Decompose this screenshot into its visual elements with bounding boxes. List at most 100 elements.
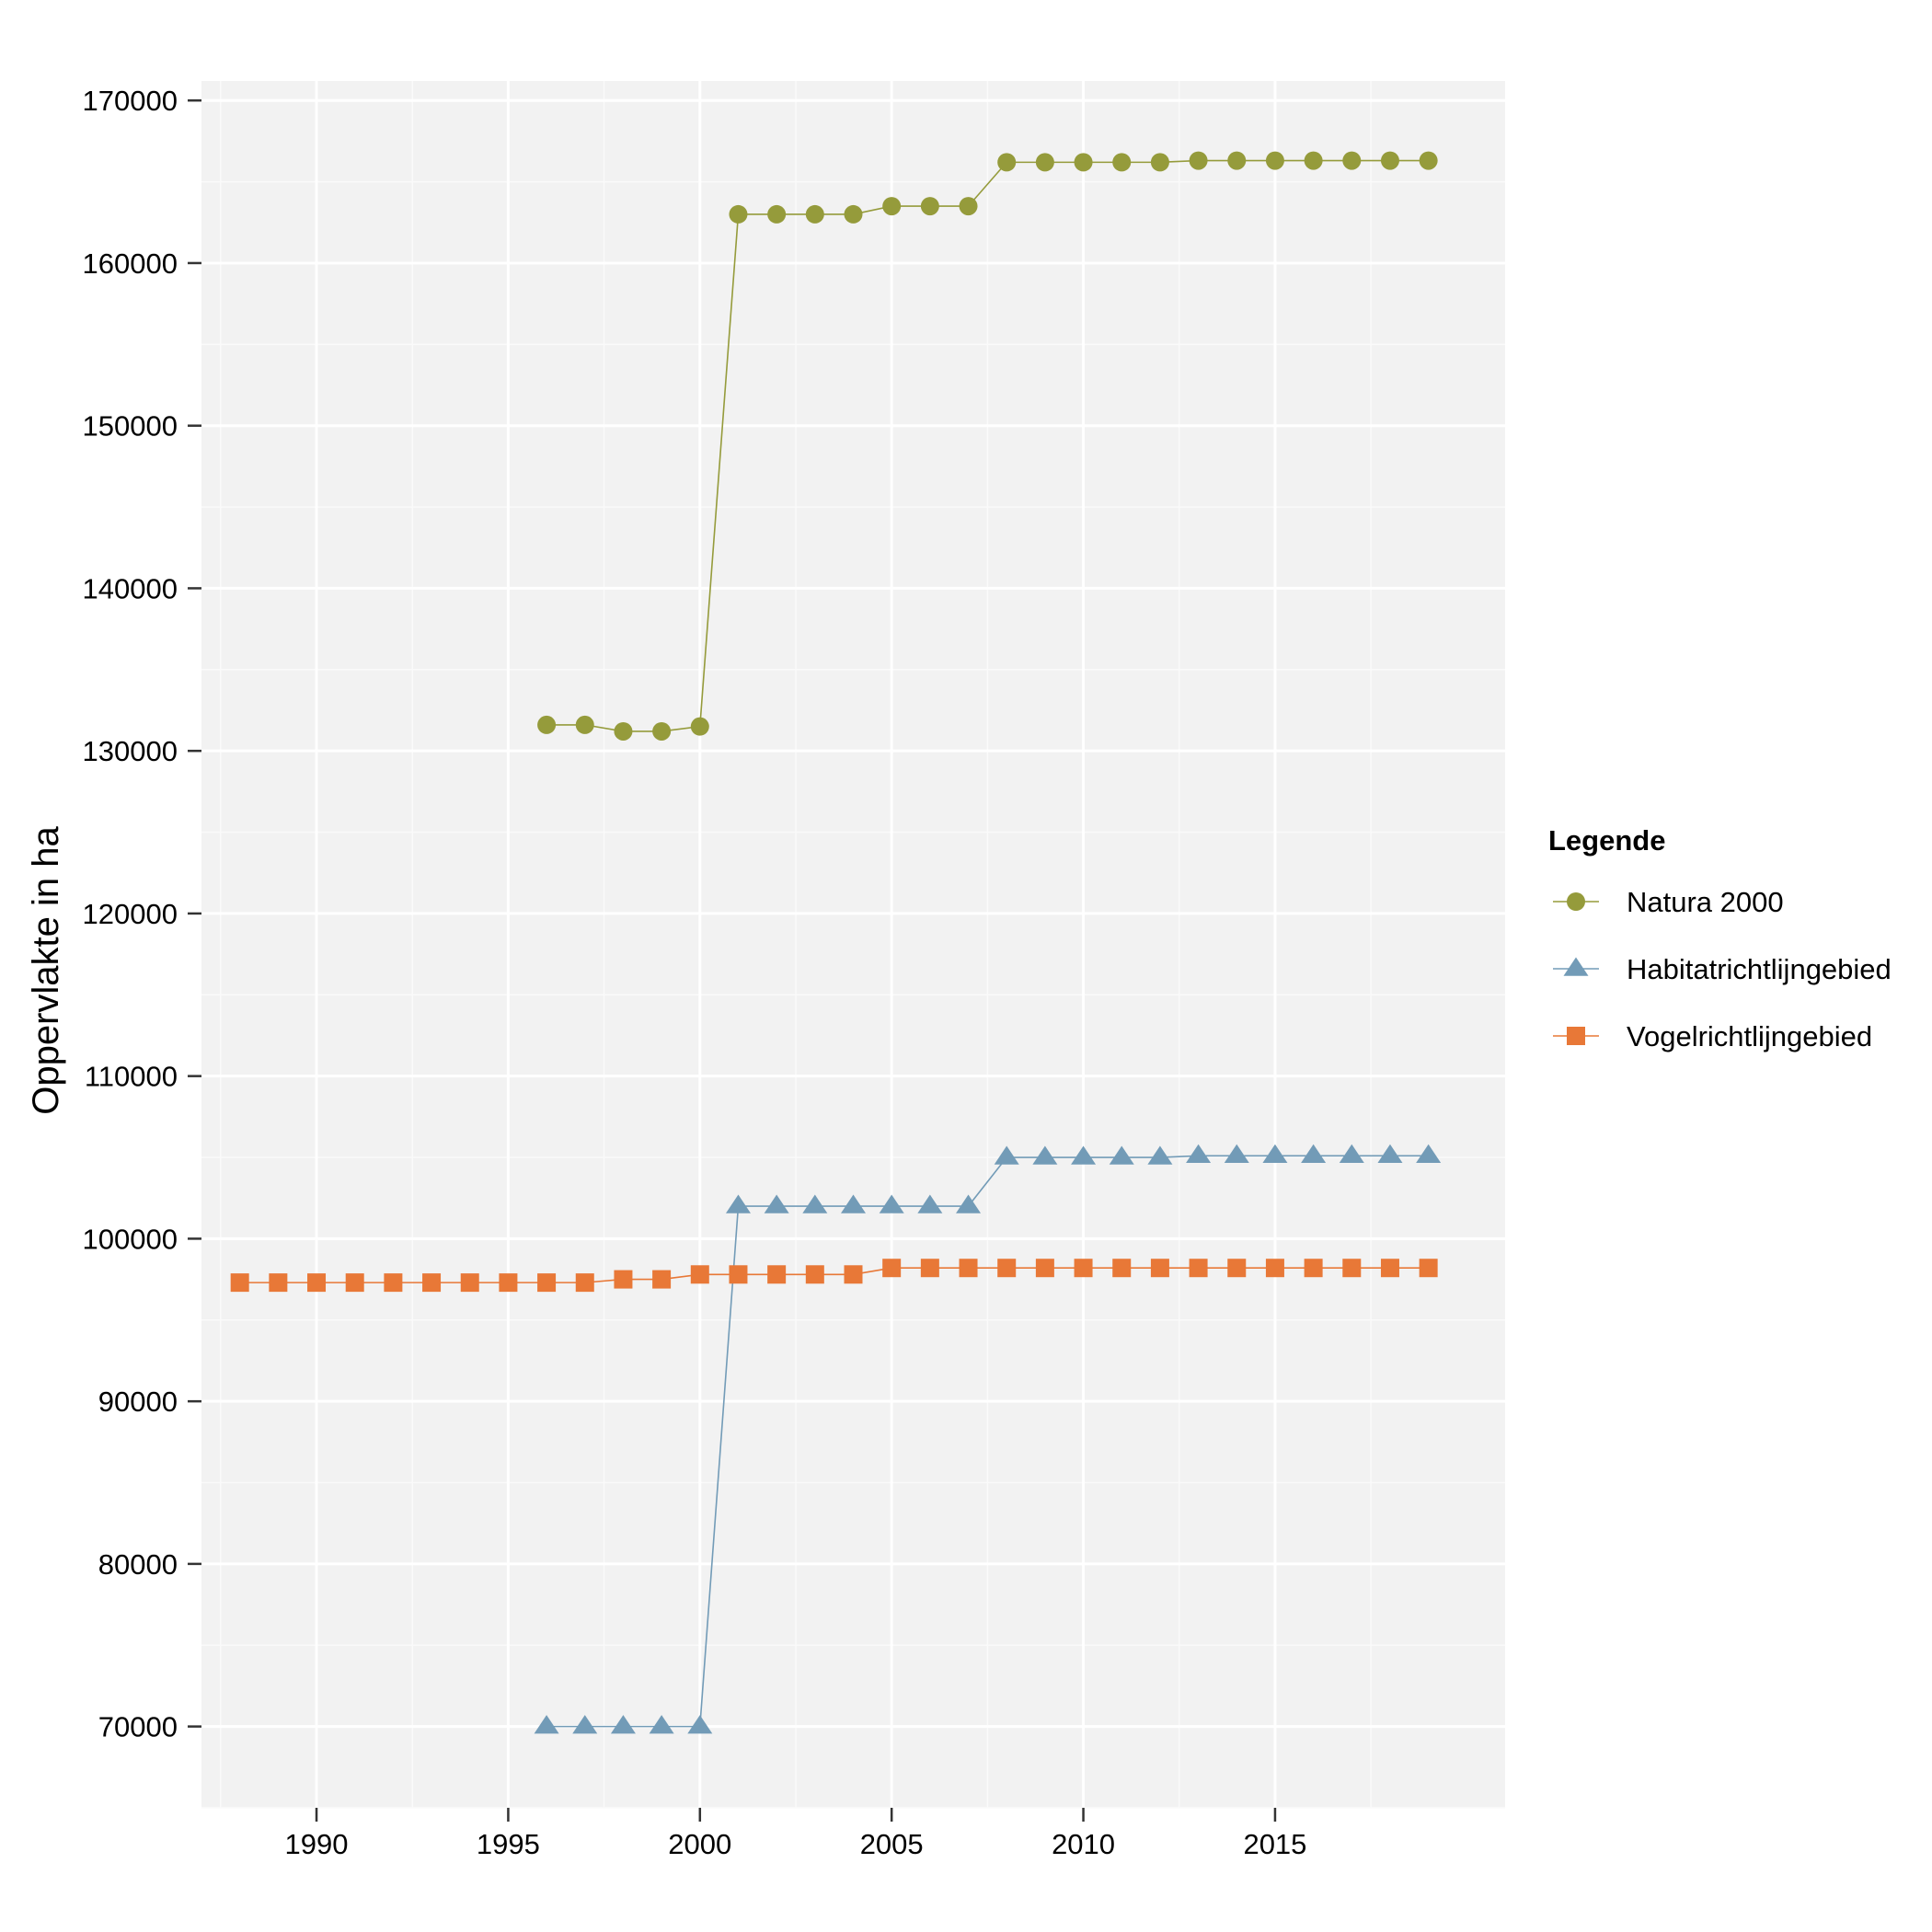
data-point	[1416, 1144, 1442, 1164]
y-tick-label: 140000	[83, 572, 178, 604]
data-point	[1150, 153, 1169, 172]
data-point	[690, 717, 709, 736]
data-point	[767, 204, 787, 224]
data-point	[1071, 1145, 1097, 1165]
legend-key-marker	[1567, 1027, 1585, 1045]
data-point	[572, 1715, 598, 1734]
data-point	[1339, 1144, 1364, 1164]
data-point	[575, 1273, 594, 1293]
y-axis-title: Oppervlakte in ha	[26, 825, 66, 1114]
data-point	[1035, 1259, 1054, 1278]
data-point	[882, 197, 902, 216]
legend-items: Natura 2000 Habitatrichtlijngebied Vogelri…	[1553, 886, 1892, 1052]
data-point	[537, 715, 557, 734]
data-point	[649, 1715, 674, 1734]
data-point	[422, 1273, 442, 1293]
y-tick-label: 110000	[85, 1061, 178, 1093]
data-point	[307, 1273, 327, 1293]
y-tick-label: 80000	[98, 1548, 178, 1581]
x-tick-label: 1990	[285, 1828, 349, 1860]
y-tick-label: 150000	[83, 410, 178, 443]
legend: Legende Natura 2000 Habitatrichtlijngebie…	[1548, 824, 1892, 1052]
x-tick-label: 2005	[860, 1828, 924, 1860]
data-point	[1304, 1259, 1323, 1278]
data-point	[652, 721, 672, 741]
legend-label: Habitatrichtlijngebied	[1627, 953, 1892, 985]
data-point	[610, 1715, 636, 1734]
data-point	[997, 1259, 1017, 1278]
data-point	[537, 1273, 557, 1293]
legend-title: Legende	[1548, 824, 1665, 857]
data-point	[959, 1259, 978, 1278]
data-point	[725, 1194, 751, 1213]
data-point	[1035, 153, 1054, 172]
grid-major	[201, 81, 1505, 1808]
data-point	[920, 197, 939, 216]
data-point	[1112, 1259, 1132, 1278]
data-point	[1377, 1144, 1403, 1164]
data-point	[384, 1273, 403, 1293]
legend-item: Natura 2000	[1553, 886, 1784, 918]
data-point	[997, 153, 1017, 172]
data-point	[1265, 151, 1284, 170]
y-tick-label: 160000	[83, 247, 178, 280]
data-point	[994, 1145, 1019, 1165]
data-point	[841, 1194, 866, 1213]
data-point	[460, 1273, 479, 1293]
data-point	[1109, 1145, 1134, 1165]
data-point	[1112, 153, 1132, 172]
data-point	[920, 1259, 939, 1278]
data-point	[882, 1259, 902, 1278]
x-tick-label: 2010	[1052, 1828, 1115, 1860]
data-point	[1186, 1144, 1212, 1164]
data-point	[345, 1273, 364, 1293]
data-point	[1227, 151, 1247, 170]
data-point	[1150, 1259, 1169, 1278]
data-point	[844, 204, 863, 224]
legend-label: Natura 2000	[1627, 886, 1784, 918]
data-point	[269, 1273, 288, 1293]
data-point	[1189, 151, 1208, 170]
data-point	[690, 1265, 709, 1284]
data-point	[729, 1265, 748, 1284]
x-tick-label: 2000	[668, 1828, 731, 1860]
y-tick-label: 130000	[83, 735, 178, 767]
data-point	[959, 197, 978, 216]
grid-minor	[201, 81, 1505, 1809]
series-markers	[230, 151, 1442, 1734]
data-point	[534, 1715, 559, 1734]
data-point	[1189, 1259, 1208, 1278]
data-point	[805, 1265, 824, 1284]
legend-key-marker	[1563, 957, 1589, 976]
data-point	[956, 1194, 982, 1213]
data-point	[652, 1270, 672, 1289]
data-point	[1342, 1259, 1362, 1278]
y-tick-label: 170000	[83, 85, 178, 117]
legend-label: Vogelrichtlijngebied	[1627, 1020, 1872, 1052]
y-tick-label: 120000	[83, 898, 178, 930]
data-point	[1419, 151, 1438, 170]
data-point	[1227, 1259, 1247, 1278]
data-point	[230, 1273, 249, 1293]
data-point	[614, 721, 633, 741]
data-point	[1380, 1259, 1399, 1278]
axis-ticks	[188, 98, 1277, 1822]
data-point	[1262, 1144, 1288, 1164]
y-tick-labels: 70000 80000 90000 100000 110000 120000 130000 1…	[83, 85, 178, 1742]
data-point	[729, 204, 748, 224]
data-point	[1380, 151, 1399, 170]
data-point	[1265, 1259, 1284, 1278]
x-tick-labels: 1990 1995 2000 2005 2010 2015	[285, 1828, 1307, 1860]
legend-item: Vogelrichtlijngebied	[1553, 1020, 1872, 1052]
x-tick-label: 1995	[477, 1828, 540, 1860]
data-point	[805, 204, 824, 224]
data-point	[614, 1270, 633, 1289]
data-point	[575, 715, 594, 734]
data-point	[1304, 151, 1323, 170]
data-point	[767, 1265, 787, 1284]
data-point	[1074, 153, 1093, 172]
data-point	[1342, 151, 1362, 170]
legend-key-marker	[1567, 892, 1585, 911]
data-point	[802, 1194, 828, 1213]
